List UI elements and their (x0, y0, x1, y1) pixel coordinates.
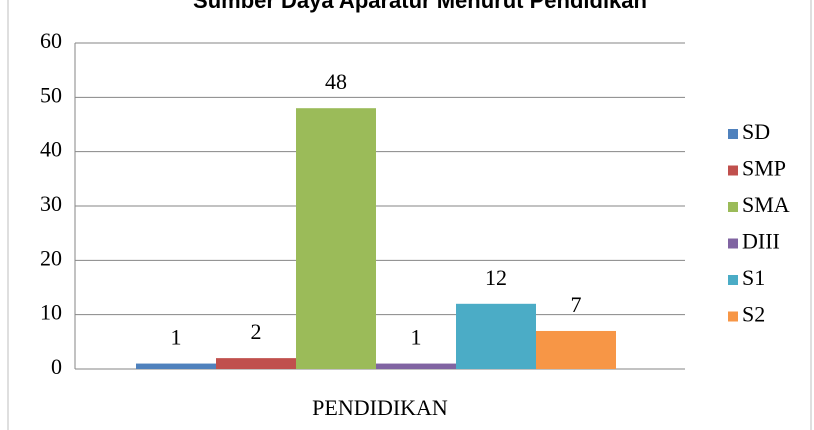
y-tick-label: 40 (40, 137, 62, 162)
legend-swatch (728, 202, 738, 212)
legend-swatch (728, 129, 738, 139)
data-label: 12 (485, 265, 507, 290)
data-label: 1 (411, 325, 422, 350)
x-tick-label: PENDIDIKAN (312, 395, 448, 420)
legend-label: S1 (742, 265, 765, 290)
bar (136, 363, 216, 369)
y-tick-label: 30 (40, 191, 62, 216)
chart-border (7, 0, 812, 430)
y-tick-label: 0 (51, 354, 62, 379)
data-label: 7 (571, 292, 582, 317)
bar (296, 108, 376, 369)
legend-label: SMP (742, 156, 786, 181)
legend-label: S2 (742, 302, 765, 327)
chart-title: Sumber Daya Aparatur Menurut Pendidikan (193, 0, 647, 13)
legend-swatch (728, 311, 738, 322)
data-label: 48 (325, 69, 347, 94)
data-label: 1 (171, 325, 182, 350)
bar (376, 363, 456, 369)
y-tick-label: 60 (40, 28, 62, 53)
legend-swatch (728, 238, 738, 249)
legend-swatch (728, 165, 738, 176)
bar (216, 358, 296, 369)
y-tick-label: 50 (40, 82, 62, 107)
y-tick-label: 20 (40, 245, 62, 270)
y-tick-label: 10 (40, 300, 62, 325)
legend-label: SMA (742, 192, 790, 217)
legend-label: SD (742, 119, 770, 144)
legend-swatch (728, 275, 738, 285)
legend-label: DIII (742, 229, 780, 254)
bar (536, 330, 616, 369)
bar (456, 303, 536, 369)
data-label: 2 (251, 319, 262, 344)
